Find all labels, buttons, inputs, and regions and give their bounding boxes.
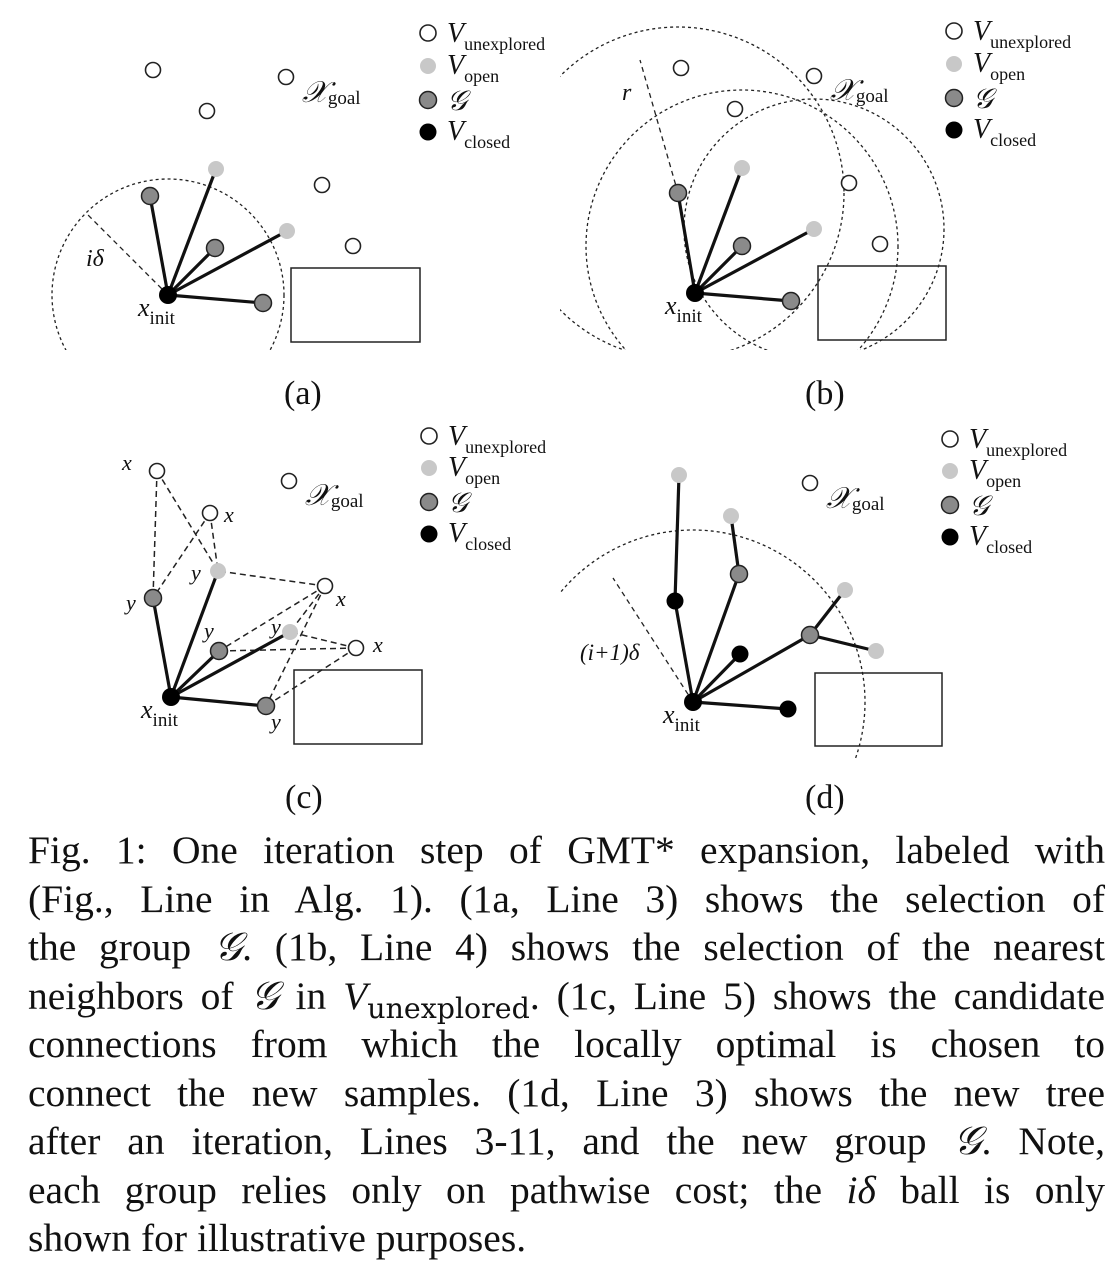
svg-text:𝒢: 𝒢 <box>973 84 997 115</box>
radius-line <box>612 577 694 703</box>
panel-label-a: (a) <box>284 375 322 412</box>
caption-line: connections from which the locally optim… <box>28 1022 1105 1066</box>
group-nodes <box>140 186 273 313</box>
svg-text:Vunexplored: Vunexplored <box>447 18 545 54</box>
svg-text:x: x <box>335 586 346 611</box>
svg-text:x: x <box>372 632 383 657</box>
init-label: xinit <box>662 700 701 736</box>
svg-text:Vclosed: Vclosed <box>973 114 1036 150</box>
radius-label: iδ <box>86 246 105 272</box>
radius-line <box>639 59 679 194</box>
unexplored-nodes <box>144 61 362 255</box>
panel-a: iδ 𝒳goal xinit <box>51 18 545 412</box>
svg-text:y: y <box>124 590 136 615</box>
node-tags: x x x x y y y y y <box>121 450 383 734</box>
init-label: xinit <box>137 293 176 329</box>
figure-caption: Fig. 1: One iteration step of GMT* expan… <box>28 826 1105 1263</box>
panel-c: x x x x y y y y y 𝒳goal xinit Vunexplore… <box>121 421 546 816</box>
panel-b: r 𝒳goal xinit <box>560 16 1071 412</box>
svg-text:Vclosed: Vclosed <box>448 518 511 554</box>
legend: Vunexplored Vopen 𝒢 Vclosed <box>418 18 545 152</box>
caption-line: neighbors of 𝒢 in Vunexplored. (1c, Line… <box>28 972 1106 1025</box>
radius-ball <box>51 178 285 350</box>
svg-text:Vclosed: Vclosed <box>969 521 1032 557</box>
tree-edges <box>151 570 291 708</box>
group-nodes <box>143 588 276 716</box>
svg-text:x: x <box>121 450 132 475</box>
candidate-connections <box>152 470 357 707</box>
svg-text:𝒢: 𝒢 <box>448 488 472 519</box>
radius-ball <box>560 529 866 760</box>
caption-line: shown for illustrative purposes. <box>28 1216 527 1260</box>
tree-edges <box>673 474 877 711</box>
svg-text:y: y <box>269 614 281 639</box>
closed-nodes <box>666 592 797 718</box>
init-label: xinit <box>664 291 703 327</box>
unexplored-nodes <box>801 474 819 492</box>
caption-line: connect the new samples. (1d, Line 3) sh… <box>28 1070 1105 1115</box>
goal-label: 𝒳goal <box>830 74 889 107</box>
unexplored-nodes <box>672 59 889 253</box>
svg-text:y: y <box>269 709 281 734</box>
obstacle <box>290 267 421 343</box>
neighbor-balls <box>560 26 945 350</box>
init-node <box>162 688 180 706</box>
panel-label-b: (b) <box>805 375 845 412</box>
svg-text:Vclosed: Vclosed <box>447 116 510 152</box>
svg-text:Vopen: Vopen <box>448 452 500 488</box>
svg-text:𝒢: 𝒢 <box>969 491 993 522</box>
radius-line <box>87 214 169 296</box>
caption-line: after an iteration, Lines 3-11, and the … <box>28 1118 1105 1164</box>
obstacle <box>817 265 947 341</box>
tree-edges <box>148 168 288 305</box>
svg-text:Vopen: Vopen <box>969 455 1021 491</box>
tree-edges <box>676 167 815 303</box>
radius-label: r <box>622 80 632 106</box>
svg-text:Vunexplored: Vunexplored <box>969 424 1067 460</box>
legend: Vunexplored Vopen 𝒢 Vclosed <box>419 421 546 554</box>
figure: iδ 𝒳goal xinit <box>51 16 1071 816</box>
open-nodes <box>210 563 298 640</box>
legend: Vunexplored Vopen 𝒢 Vclosed <box>944 16 1071 150</box>
init-node <box>159 286 177 304</box>
radius-label: (i+1)δ <box>580 640 640 665</box>
group-nodes <box>668 183 801 311</box>
panel-label-c: (c) <box>285 779 323 816</box>
open-nodes <box>208 161 295 239</box>
svg-text:Vunexplored: Vunexplored <box>448 421 546 457</box>
goal-label: 𝒳goal <box>305 479 364 512</box>
init-label: xinit <box>140 695 179 731</box>
svg-text:Vopen: Vopen <box>973 48 1025 84</box>
legend: Vunexplored Vopen 𝒢 Vclosed <box>940 424 1067 557</box>
obstacle <box>814 672 943 747</box>
open-nodes <box>671 467 884 659</box>
open-nodes <box>734 160 822 237</box>
obstacle <box>293 669 423 745</box>
goal-label: 𝒳goal <box>826 482 885 515</box>
group-nodes <box>729 564 820 645</box>
svg-text:y: y <box>189 560 201 585</box>
init-node <box>686 284 704 302</box>
svg-text:Vopen: Vopen <box>447 50 499 86</box>
svg-text:𝒢: 𝒢 <box>447 86 471 117</box>
caption-line: each group relies only on pathwise cost;… <box>28 1167 1105 1212</box>
svg-text:x: x <box>223 502 234 527</box>
svg-text:Vunexplored: Vunexplored <box>973 16 1071 52</box>
caption-line: Fig. 1: One iteration step of GMT* expan… <box>28 828 1105 872</box>
panel-label-d: (d) <box>805 779 845 816</box>
panel-d: (i+1)δ <box>560 424 1067 816</box>
unexplored-nodes <box>148 462 365 657</box>
goal-label: 𝒳goal <box>302 76 361 109</box>
svg-text:y: y <box>202 618 214 643</box>
caption-line: the group 𝒢. (1b, Line 4) shows the sele… <box>28 924 1105 970</box>
caption-line: (Fig., Line in Alg. 1). (1a, Line 3) sho… <box>28 876 1105 921</box>
